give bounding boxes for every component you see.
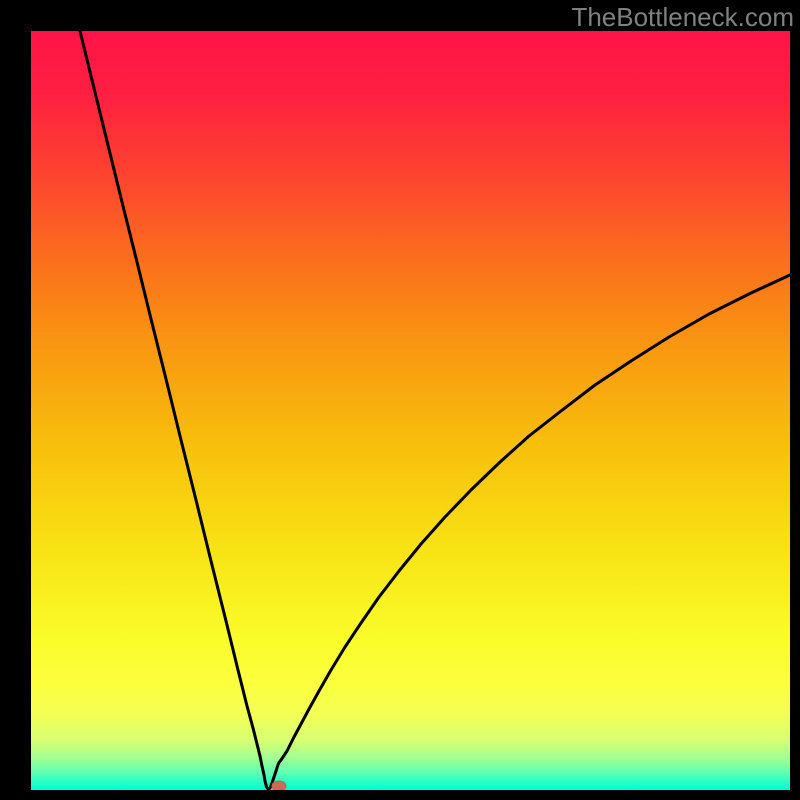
- watermark-text: TheBottleneck.com: [571, 2, 794, 33]
- optimal-point-marker: [272, 781, 286, 791]
- bottleneck-chart: [0, 0, 800, 800]
- chart-frame: [0, 0, 800, 800]
- plot-background: [31, 31, 790, 790]
